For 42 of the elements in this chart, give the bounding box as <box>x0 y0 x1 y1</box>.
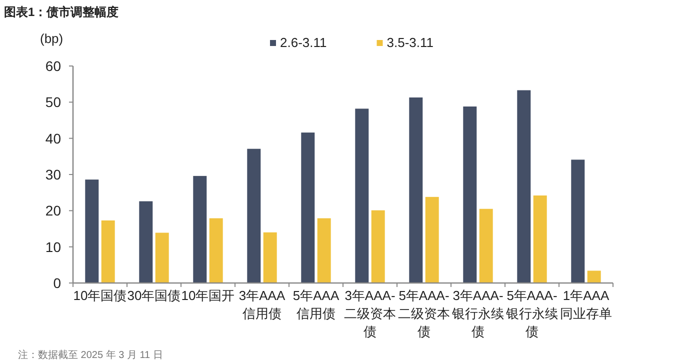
x-tick-label: 30年国债 <box>127 288 181 303</box>
bar <box>517 90 531 283</box>
bar <box>587 270 601 283</box>
x-tick-label: 3年AAA-银行永续债 <box>451 288 504 339</box>
bar <box>155 232 169 283</box>
x-tick-label: 5年AAA-二级资本债 <box>398 288 450 339</box>
x-tick-label: 5年AAA信用债 <box>292 288 340 321</box>
legend-label: 3.5-3.11 <box>386 35 434 50</box>
bar <box>263 232 277 283</box>
bar <box>463 106 477 283</box>
bar <box>317 218 331 283</box>
y-tick-label: 10 <box>45 238 62 255</box>
bar <box>101 220 115 283</box>
x-tick-label: 10年国债 <box>73 288 127 303</box>
bar <box>409 97 423 283</box>
x-tick-label: 10年国开 <box>181 288 235 303</box>
y-axis-title: (bp) <box>40 31 64 46</box>
bar <box>139 201 153 283</box>
y-tick-label: 0 <box>53 275 62 291</box>
x-tick-label: 5年AAA-银行永续债 <box>505 288 558 339</box>
y-tick-label: 20 <box>45 202 62 219</box>
x-tick-label: 3年AAA-二级资本债 <box>344 288 396 339</box>
bar <box>479 208 493 283</box>
x-tick-label: 1年AAA同业存单 <box>560 288 612 321</box>
bar <box>301 132 315 283</box>
y-tick-label: 40 <box>45 130 62 146</box>
legend-label: 2.6-3.11 <box>280 35 327 50</box>
text: 注：数据截至 2025 年 3 月 11 日 <box>18 349 163 361</box>
bar <box>247 148 261 283</box>
chart-title: 图表1：债市调整幅度 <box>4 5 119 19</box>
bar <box>371 210 385 283</box>
bar <box>193 176 207 283</box>
bar <box>85 180 99 283</box>
y-tick-label: 60 <box>45 58 62 74</box>
bar <box>355 108 369 283</box>
bar <box>209 218 223 283</box>
bar <box>425 196 439 283</box>
bar <box>533 195 547 283</box>
y-tick-label: 50 <box>45 94 62 110</box>
y-tick-label: 30 <box>45 166 62 182</box>
x-tick-label: 3年AAA信用债 <box>238 288 286 321</box>
bar <box>571 160 585 283</box>
